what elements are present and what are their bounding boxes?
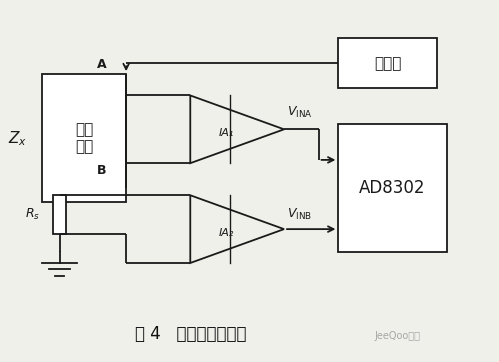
Text: B: B (97, 164, 106, 177)
Text: $V_{\mathrm{INB}}$: $V_{\mathrm{INB}}$ (286, 207, 311, 222)
Text: A: A (97, 58, 106, 71)
Text: 测试
电极: 测试 电极 (75, 122, 93, 155)
Text: $R_s$: $R_s$ (25, 207, 40, 222)
Text: AD8302: AD8302 (359, 179, 426, 197)
Bar (52, 195, 66, 235)
Bar (338, 38, 437, 88)
Text: $V_{\mathrm{INA}}$: $V_{\mathrm{INA}}$ (286, 105, 312, 121)
Text: JeeQoo维库: JeeQoo维库 (375, 331, 421, 341)
Bar (42, 74, 126, 202)
Text: $Z_x$: $Z_x$ (7, 129, 27, 148)
Text: 信号源: 信号源 (374, 56, 401, 71)
Text: IA₁: IA₁ (218, 128, 234, 138)
Text: 图 4   电路测量原理图: 图 4 电路测量原理图 (135, 325, 246, 343)
Bar (338, 124, 447, 252)
Text: IA₂: IA₂ (218, 228, 234, 238)
